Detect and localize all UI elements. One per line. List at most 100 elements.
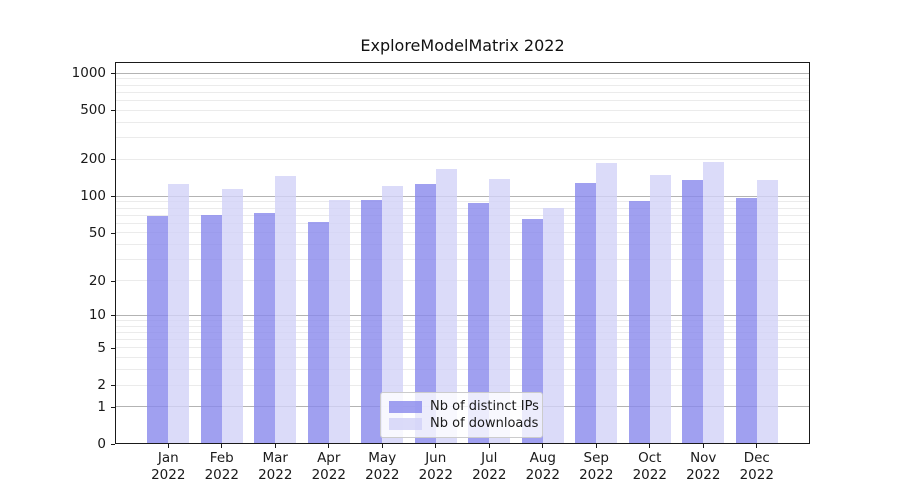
y-tick-mark	[111, 280, 115, 282]
x-tick-mark	[274, 444, 276, 448]
bar-downloads-jun	[435, 168, 457, 444]
gridline-minor	[115, 369, 810, 371]
y-tick-mark	[111, 385, 115, 387]
x-tick-label: Jul 2022	[472, 450, 507, 483]
legend-label-downloads: Nb of downloads	[430, 416, 539, 431]
gridline-minor	[115, 214, 810, 216]
plot-area	[111, 62, 810, 448]
x-tick-label: Sep 2022	[579, 450, 614, 483]
x-tick-mark	[756, 444, 758, 448]
gridline-minor	[115, 244, 810, 246]
x-tick-mark	[702, 444, 704, 448]
x-tick-mark	[542, 444, 544, 448]
legend-swatch-downloads	[389, 417, 422, 430]
y-tick-mark	[111, 73, 115, 75]
x-tick-label: Oct 2022	[632, 450, 667, 483]
x-tick-label: Mar 2022	[258, 450, 293, 483]
y-tick-label: 1	[97, 398, 106, 415]
gridline-minor	[115, 319, 810, 321]
x-tick-mark	[167, 444, 169, 448]
gridline-minor	[115, 357, 810, 359]
bar-distinct-ips-oct	[628, 201, 650, 444]
x-tick-label: Jun 2022	[418, 450, 453, 483]
x-tick-mark	[328, 444, 330, 448]
gridline-minor	[115, 91, 810, 93]
bar-distinct-ips-may	[361, 199, 383, 444]
gridline-minor	[115, 109, 810, 111]
x-tick-label: Apr 2022	[311, 450, 346, 483]
y-tick-mark	[111, 315, 115, 317]
bar-downloads-jul	[489, 179, 511, 444]
x-tick-mark	[221, 444, 223, 448]
gridline-minor	[115, 121, 810, 123]
legend: Nb of distinct IPs Nb of downloads	[380, 392, 543, 438]
gridline-minor	[115, 259, 810, 261]
x-tick-mark	[381, 444, 383, 448]
gridline-minor	[115, 207, 810, 209]
bar-distinct-ips-dec	[735, 198, 757, 444]
chart-title: ExploreModelMatrix 2022	[360, 36, 565, 55]
gridline-minor	[115, 222, 810, 224]
gridline-minor	[115, 347, 810, 349]
x-tick-label: Aug 2022	[525, 450, 560, 483]
y-tick-label: 100	[80, 188, 106, 205]
y-tick-mark	[111, 196, 115, 198]
y-tick-label: 500	[80, 102, 106, 119]
bar-distinct-ips-nov	[682, 179, 704, 444]
bar-downloads-feb	[221, 188, 243, 444]
y-tick-label: 2	[97, 377, 106, 394]
bar-downloads-mar	[275, 176, 297, 444]
y-tick-label: 1000	[71, 65, 106, 82]
bar-downloads-aug	[542, 208, 564, 444]
y-tick-label: 10	[88, 307, 106, 324]
y-tick-label: 200	[80, 151, 106, 168]
y-tick-mark	[111, 406, 115, 408]
gridline-major	[115, 314, 810, 316]
bar-downloads-jan	[168, 184, 190, 444]
gridline-minor	[115, 100, 810, 102]
x-tick-label: May 2022	[365, 450, 400, 483]
gridline-minor	[115, 84, 810, 86]
x-tick-mark	[649, 444, 651, 448]
gridline-minor	[115, 232, 810, 234]
y-tick-mark	[111, 110, 115, 112]
bar-distinct-ips-feb	[200, 215, 222, 444]
gridline-minor	[115, 158, 810, 160]
bar-distinct-ips-jul	[468, 203, 490, 444]
gridline-minor	[115, 325, 810, 327]
legend-item-downloads: Nb of downloads	[389, 415, 538, 432]
gridline-minor	[115, 384, 810, 386]
x-tick-mark	[435, 444, 437, 448]
bar-distinct-ips-jan	[147, 215, 169, 444]
y-tick-label: 0	[97, 436, 106, 452]
gridline-minor	[115, 78, 810, 80]
x-tick-label: Dec 2022	[739, 450, 774, 483]
y-tick-mark	[111, 444, 115, 445]
x-tick-label: Nov 2022	[686, 450, 721, 483]
x-tick-mark	[595, 444, 597, 448]
bar-downloads-apr	[328, 199, 350, 444]
bar-distinct-ips-mar	[254, 212, 276, 444]
bar-distinct-ips-jun	[414, 184, 436, 444]
y-tick-label: 5	[97, 339, 106, 356]
gridline-major	[115, 195, 810, 197]
y-tick-label: 50	[88, 224, 106, 241]
gridline-minor	[115, 280, 810, 282]
gridline-minor	[115, 331, 810, 333]
bar-distinct-ips-aug	[521, 219, 543, 444]
gridline-minor	[115, 137, 810, 139]
bar-distinct-ips-apr	[307, 222, 329, 444]
legend-item-distinct-ips: Nb of distinct IPs	[389, 398, 539, 415]
legend-label-distinct-ips: Nb of distinct IPs	[430, 399, 539, 414]
y-tick-mark	[111, 159, 115, 161]
x-tick-label: Jan 2022	[151, 450, 186, 483]
bar-downloads-nov	[703, 162, 725, 444]
bar-distinct-ips-sep	[575, 183, 597, 444]
bar-downloads-sep	[596, 163, 618, 444]
gridline-minor	[115, 201, 810, 203]
y-tick-mark	[111, 347, 115, 349]
gridline-minor	[115, 339, 810, 341]
bar-downloads-oct	[649, 174, 671, 444]
x-tick-mark	[488, 444, 490, 448]
